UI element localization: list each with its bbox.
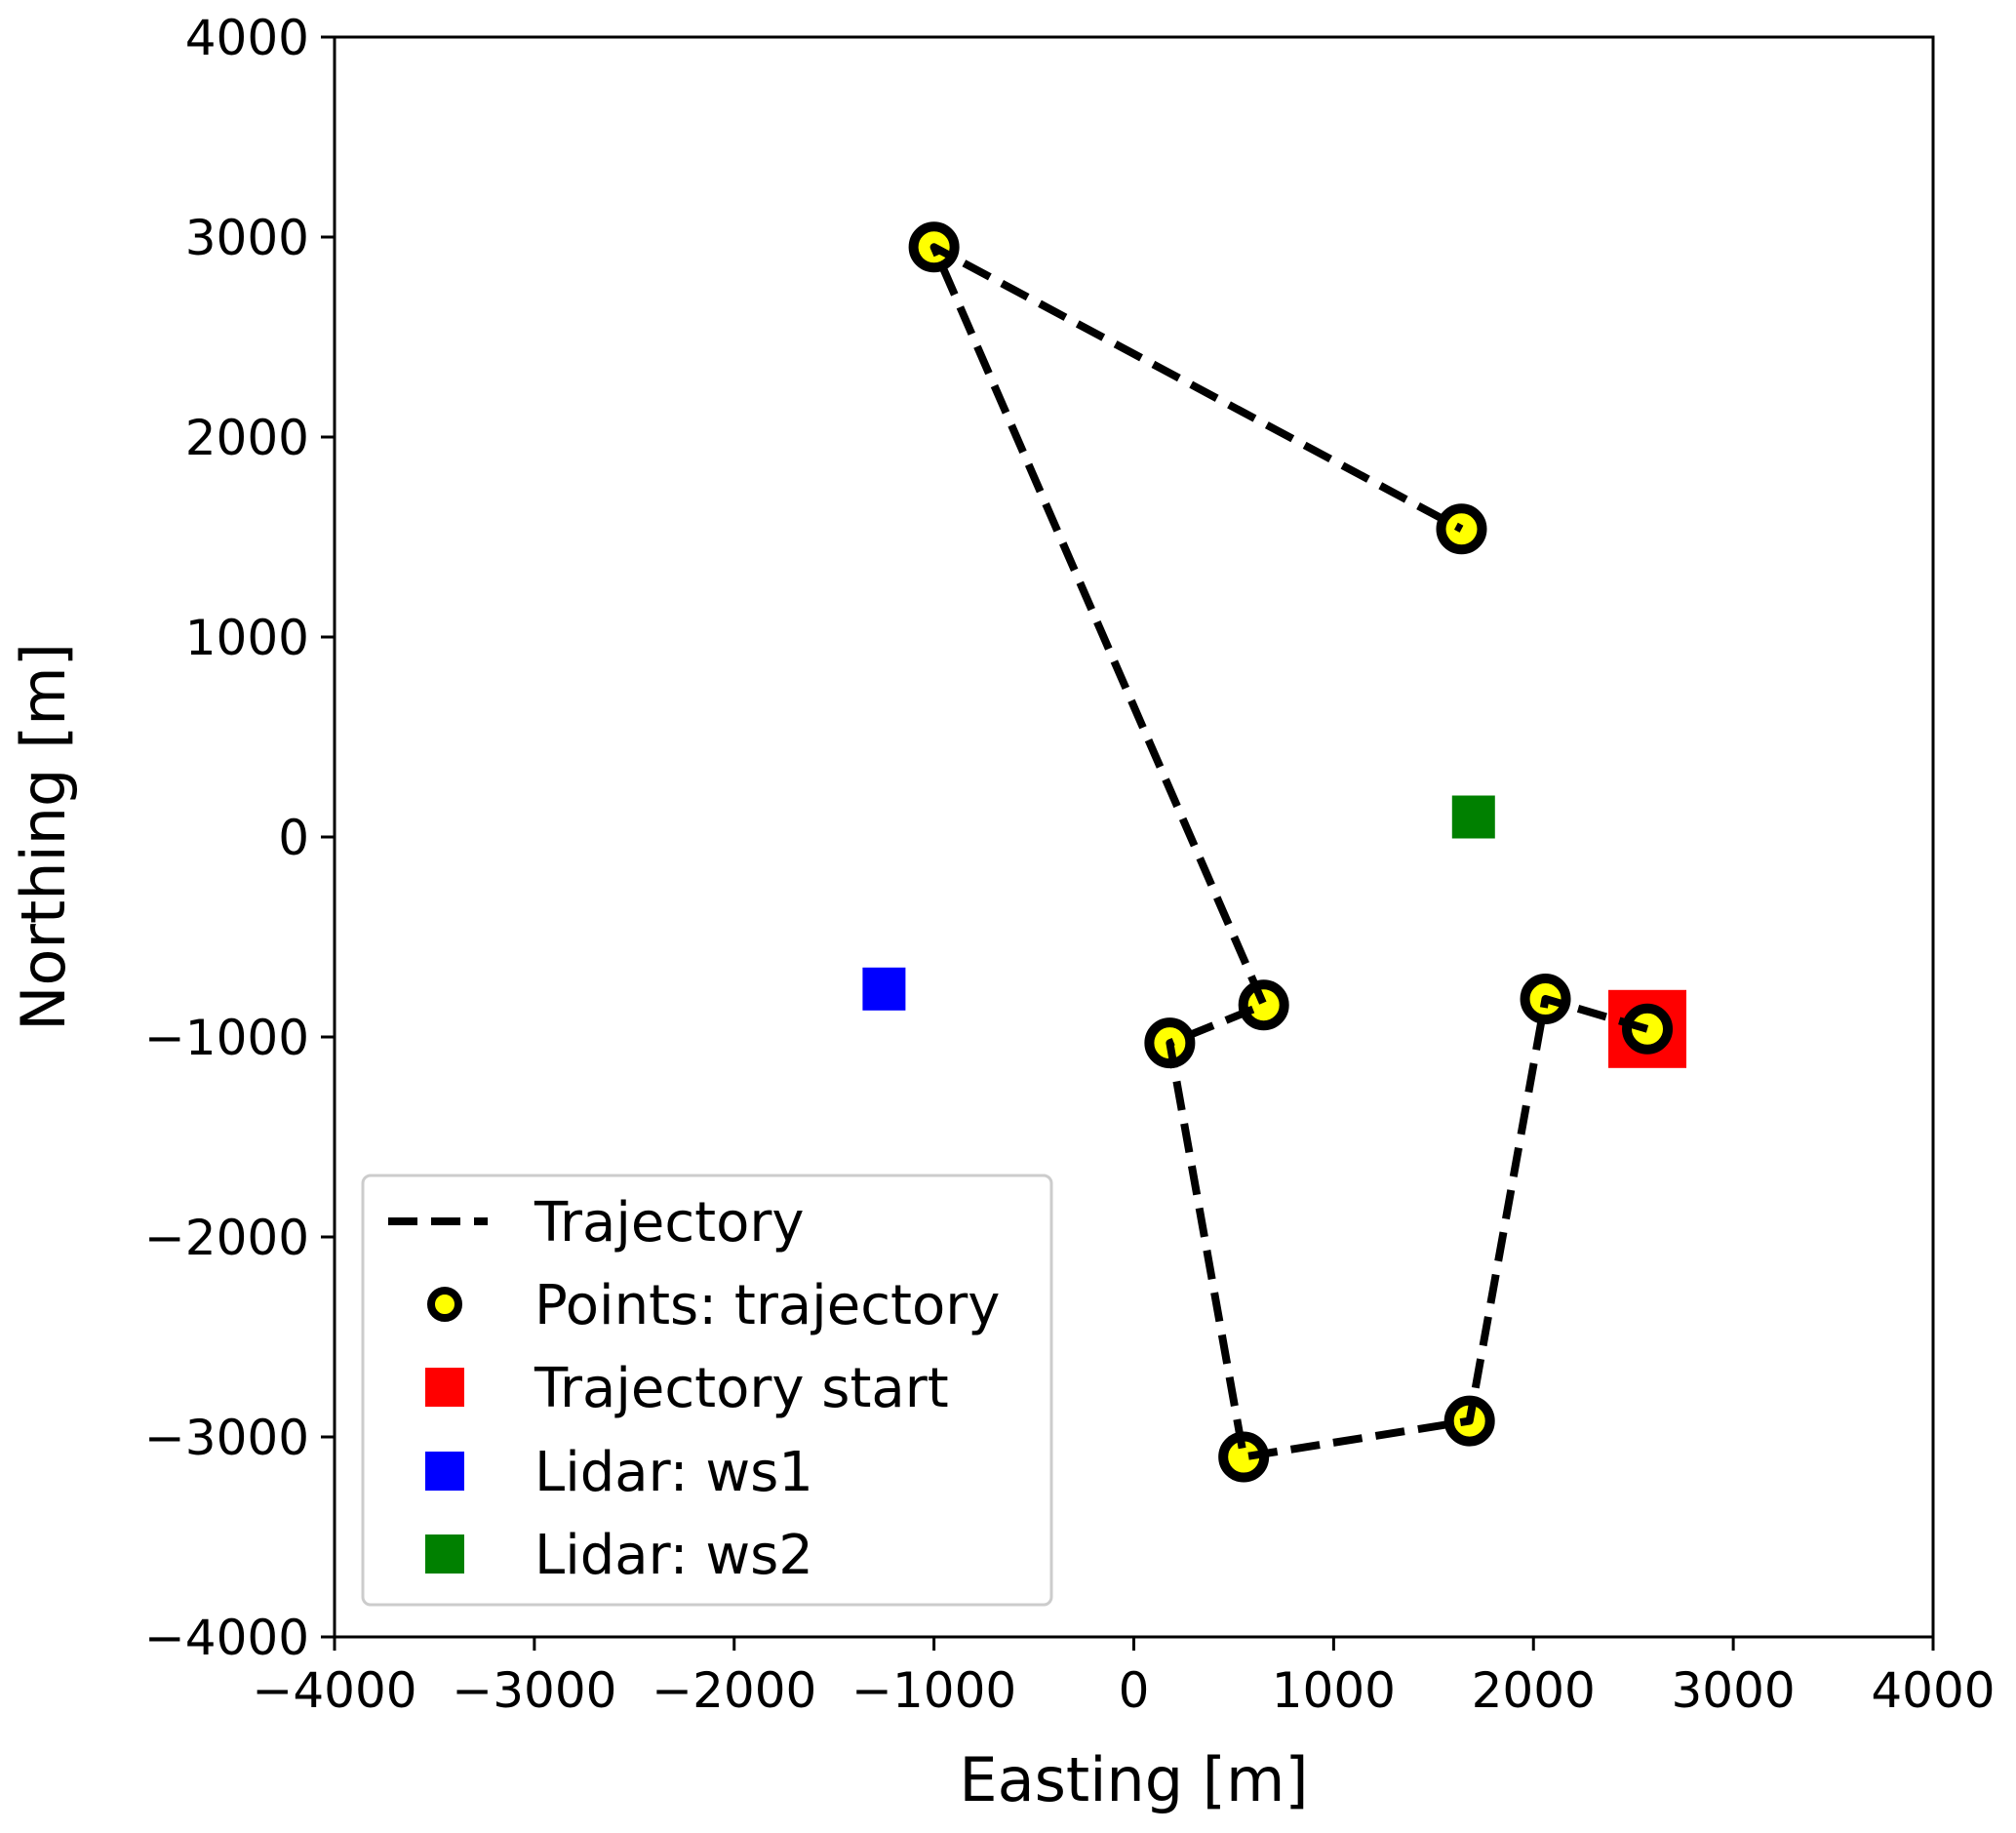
legend-label: Lidar: ws2 (534, 1524, 813, 1587)
trajectory-point (1622, 1003, 1674, 1055)
legend-points-handle (427, 1287, 462, 1322)
x-axis: −4000 −3000 −2000 −1000 0 1000 2000 3000 4000 (252, 1637, 1996, 1719)
x-tick-label: −2000 (652, 1662, 816, 1719)
legend-label: Trajectory start (534, 1357, 949, 1420)
y-axis: −4000 −3000 −2000 −1000 0 1000 2000 3000 4000 (144, 10, 335, 1666)
legend-label: Points: trajectory (534, 1274, 1000, 1337)
x-tick-label: −4000 (252, 1662, 416, 1719)
legend-square-handle (425, 1452, 464, 1491)
x-tick-label: 2000 (1472, 1662, 1596, 1719)
legend-square-handle (425, 1534, 464, 1574)
x-tick-label: 4000 (1871, 1662, 1995, 1719)
x-tick-label: −1000 (851, 1662, 1016, 1719)
legend-box (361, 1174, 1053, 1607)
legend-label: Trajectory (534, 1191, 805, 1255)
legend-label: Lidar: ws1 (534, 1441, 813, 1504)
lidar-ws2-marker (1451, 795, 1495, 839)
y-tick-label: 0 (278, 810, 309, 866)
trajectory-line (929, 243, 1649, 1461)
x-tick-label: 0 (1119, 1662, 1150, 1719)
y-tick-label: 4000 (185, 10, 309, 66)
trajectory-point (1238, 979, 1289, 1031)
y-tick-label: 2000 (185, 410, 309, 466)
y-tick-label: −1000 (144, 1010, 309, 1066)
y-axis-title: Northing [m] (8, 643, 79, 1031)
y-tick-label: −3000 (144, 1410, 309, 1466)
x-tick-label: 3000 (1672, 1662, 1796, 1719)
legend-square-handle (425, 1368, 464, 1407)
legend: Trajectory Points: trajectory Trajectory s… (361, 1174, 1053, 1607)
y-tick-label: −2000 (144, 1210, 309, 1266)
lidar-ws1-marker (862, 967, 906, 1011)
x-tick-label: 1000 (1272, 1662, 1396, 1719)
y-tick-label: 3000 (185, 210, 309, 266)
y-tick-label: −4000 (144, 1610, 309, 1666)
y-tick-label: 1000 (185, 610, 309, 666)
x-tick-label: −3000 (452, 1662, 616, 1719)
x-axis-title: Easting [m] (959, 1744, 1308, 1815)
plot-area (862, 221, 1687, 1483)
